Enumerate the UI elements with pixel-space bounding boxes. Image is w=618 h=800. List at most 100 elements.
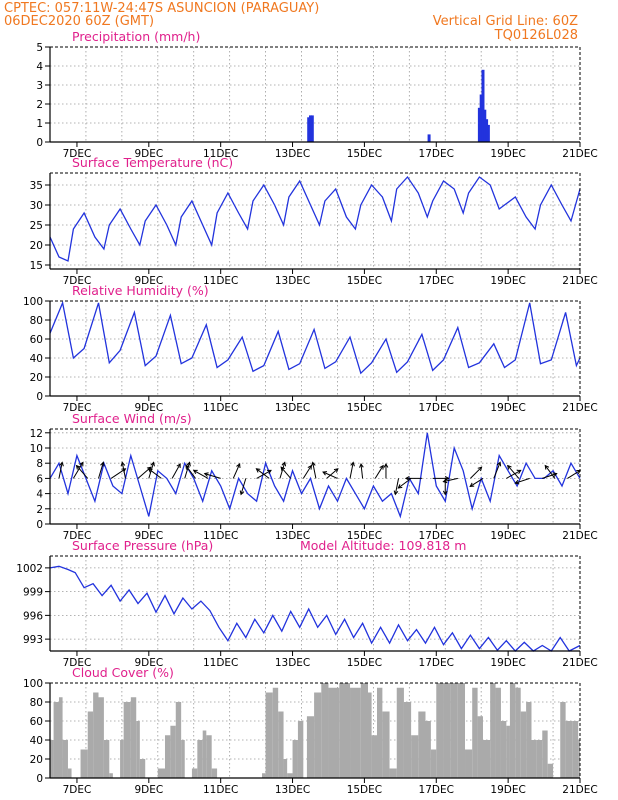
wind-arrowhead [75,464,81,470]
precip-title: Precipitation (mm/h) [72,29,200,44]
cloud-bar [139,759,146,778]
wind-arrowhead [404,476,410,481]
wind-arrow [184,462,191,479]
wind-arrow [302,465,312,479]
cloud-bar [403,702,412,778]
pressure-ytick-label: 999 [23,587,43,599]
rh-ytick-label: 20 [30,372,43,384]
precip-bar [485,119,489,142]
cloud-bar [292,740,298,778]
cloud-bar [360,683,368,778]
wind-arrow [470,466,482,479]
cloud-bar [328,687,340,778]
wind-arrow [98,462,104,479]
cloud-bar [50,740,54,778]
wind-arrowhead [236,463,241,469]
temp-xtick-label: 9DEC [134,275,163,287]
pressure-xtick-label: 13DEC [275,657,310,669]
wind-arrow [542,473,557,479]
rh-xtick-label: 19DEC [490,402,525,414]
cloud-panel: Cloud Cover (%) 0 20 40 60 80 100 7DEC 9DEC 11DEC… [23,665,598,796]
precip-bar [479,94,483,142]
temp-xtick-label: 11DEC [203,275,238,287]
precip-xtick-label: 11DEC [203,148,238,160]
precip-ytick-label: 0 [36,137,43,149]
temp-xtick-label: 7DEC [63,275,92,287]
cloud-bar [58,697,63,778]
wind-arrowhead [280,466,286,472]
wind-arrowhead [176,463,181,469]
cloud-bar [175,702,182,778]
header-model-id: TQ0126L028 [494,28,578,43]
wind-arrow [349,462,354,479]
wind-arrow [374,465,384,479]
wind-arrowhead [469,482,475,487]
wind-arrowhead [544,464,550,470]
wind-ytick-label: 12 [30,428,43,440]
cloud-bar [536,740,543,778]
wind-line [49,432,581,519]
wind-arrow [185,465,196,479]
rh-xtick-label: 7DEC [63,402,92,414]
wind-arrowhead [516,469,522,475]
wind-xtick-label: 21DEC [562,530,597,542]
wind-ytick-label: 6 [36,473,43,485]
wind-arrow [515,477,530,484]
rh-xtick-label: 11DEC [203,402,238,414]
pressure-ytick-label: 993 [23,634,43,646]
precip-xtick-label: 13DEC [275,148,310,160]
wind-arrow [544,465,556,479]
wind-arrow [279,462,286,479]
cloud-xtick-label: 9DEC [134,784,163,796]
cloud-bar [272,687,279,778]
cloud-bar [520,711,527,778]
cloud-bar [157,768,165,778]
cloud-bar [411,735,419,778]
cloud-ytick-label: 20 [30,754,43,766]
cloud-bar [206,735,212,778]
pressure-xtick-label: 19DEC [490,657,525,669]
precip-xtick-label: 19DEC [490,148,525,160]
precip-ytick-label: 1 [36,118,43,130]
cloud-bar [436,683,444,778]
wind-arrowhead [192,469,198,475]
temp-ytick-label: 25 [30,220,43,232]
wind-arrowhead [147,468,153,473]
rh-title: Relative Humidity (%) [72,283,209,298]
wind-arrowhead [514,479,520,485]
cloud-bar [376,687,383,778]
wind-arrowhead [203,472,209,477]
cloud-bar [450,683,458,778]
cloud-bar [130,697,137,778]
precip-bar [477,107,481,142]
header-grid-note: Vertical Grid Line: 60Z [433,14,578,29]
cloud-xtick-label: 17DEC [419,784,454,796]
wind-ytick-label: 4 [36,489,43,501]
header-date: 06DEC2020 60Z (GMT) [4,14,154,29]
temp-line [49,175,581,262]
wind-xtick-label: 11DEC [203,530,238,542]
cloud-bar [297,721,304,778]
wind-arrowhead [350,461,355,467]
cloud-bar [314,692,322,778]
wind-arrowhead [150,461,155,467]
wind-title: Surface Wind (m/s) [72,411,192,426]
wind-arrowhead [477,466,483,472]
wind-arrowhead [322,471,328,476]
rh-ytick-label: 60 [30,334,43,346]
rh-xtick-label: 17DEC [419,402,454,414]
temp-ytick-label: 15 [30,260,43,272]
cloud-xtick-label: 11DEC [203,784,238,796]
wind-arrow [58,462,63,479]
wind-arrowhead [255,468,261,473]
pressure-panel: Surface Pressure (hPa) Model Altitude: 10… [16,538,597,669]
rh-xtick-label: 13DEC [275,402,310,414]
cloud-bar [321,683,329,778]
temp-ytick-label: 30 [30,200,43,212]
precip-ytick-label: 3 [36,80,43,92]
cloud-bar [506,725,510,778]
rh-xtick-label: 21DEC [562,402,597,414]
cloud-bar [120,740,124,778]
pressure-ytick-label: 1002 [16,563,43,575]
cloud-bar [572,721,579,778]
